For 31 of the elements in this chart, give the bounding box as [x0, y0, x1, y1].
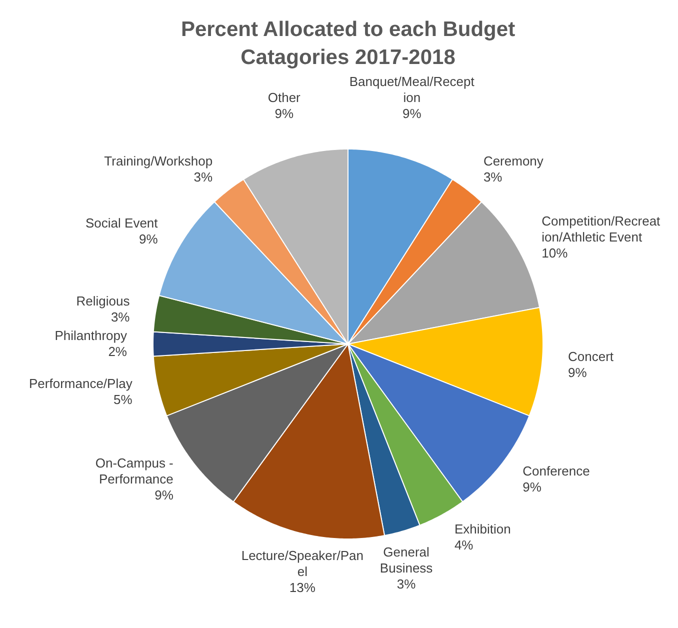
data-label: 3% — [194, 169, 213, 184]
chart-title: Percent Allocated to each Budget Catagories 2017-2018 — [180, 18, 516, 69]
data-label: 3% — [483, 169, 503, 184]
data-label: 13% — [289, 580, 316, 595]
data-label: 9% — [154, 487, 174, 502]
slice-label: Ceremony — [483, 153, 544, 168]
slice-label: Social Event — [86, 216, 158, 230]
data-label: 4% — [454, 538, 474, 553]
slice-label: Lecture/Speaker/Panel — [241, 548, 364, 579]
slice-label: Concert — [568, 348, 614, 364]
data-label: 9% — [402, 106, 422, 122]
slice-label: On-Campus - Performance — [95, 455, 174, 486]
data-label: 3% — [396, 576, 416, 592]
data-label: 9% — [138, 232, 158, 246]
slice-label: Competition/Recreation/Athletic Event — [542, 214, 661, 245]
slice-label: Religious — [76, 293, 130, 308]
slice-label: Performance/Play — [28, 376, 133, 392]
slice-label: Philanthropy — [54, 328, 128, 343]
slice-label: Training/Workshop — [104, 153, 213, 168]
data-label: 9% — [274, 106, 294, 122]
slice-label: Conference — [522, 463, 590, 478]
data-label: 3% — [110, 309, 130, 324]
data-label: 5% — [114, 392, 133, 408]
slice-label: Other — [268, 90, 302, 106]
slice-label: Exhibition — [454, 522, 511, 537]
data-label: 9% — [522, 479, 542, 494]
data-label: 2% — [108, 344, 128, 359]
data-label: 10% — [542, 246, 568, 261]
data-label: 9% — [568, 364, 588, 380]
slice-label: General Business — [380, 544, 434, 576]
slice-label: Banquet/Meal/Reception — [349, 74, 475, 106]
